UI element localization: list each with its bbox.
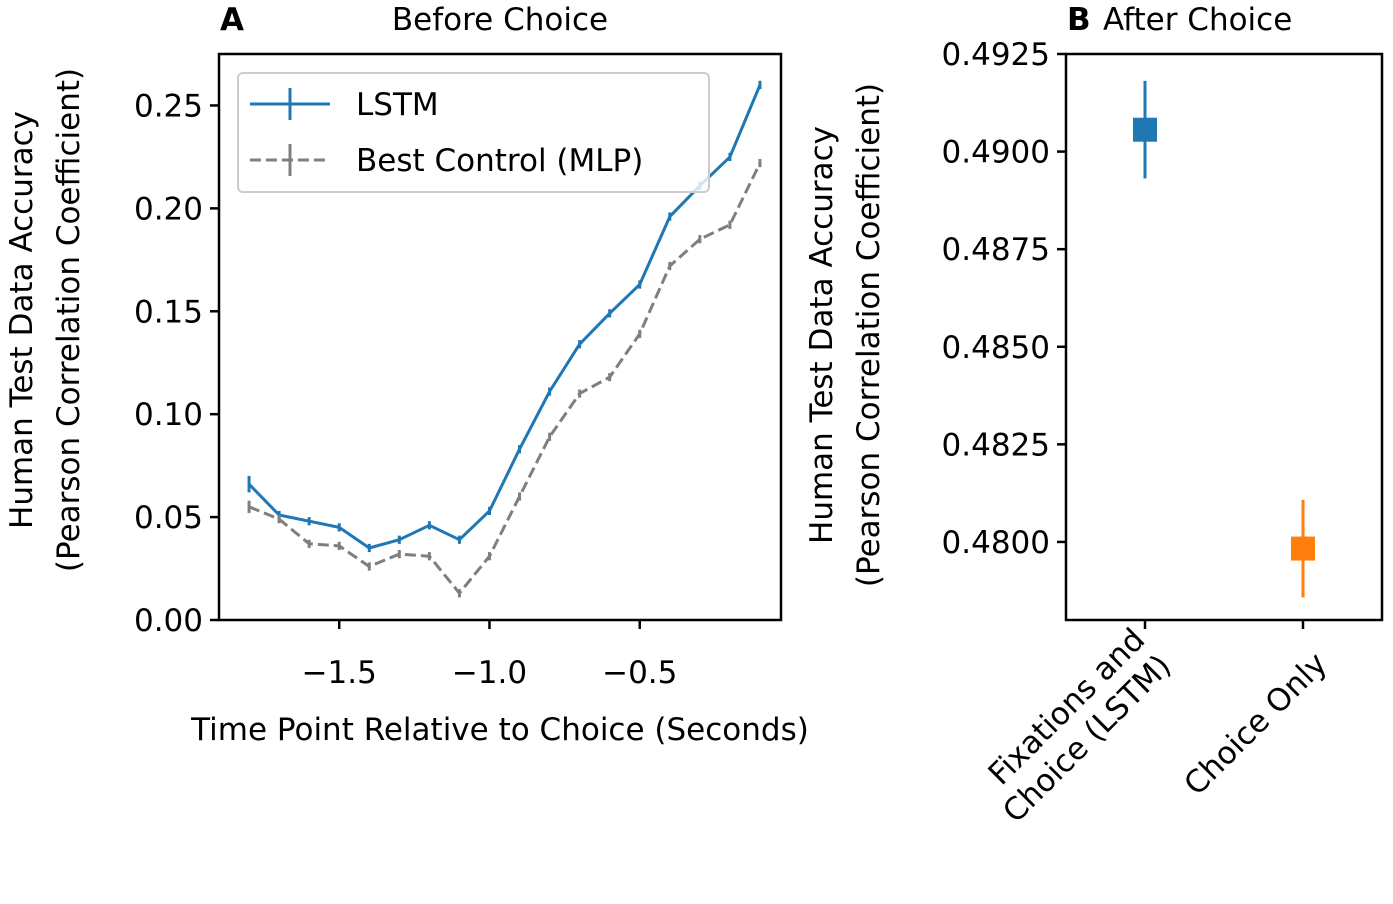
panel-b-label: B bbox=[1067, 2, 1091, 38]
panel-a-y-tick-label: 0.25 bbox=[134, 88, 203, 124]
legend-box bbox=[237, 72, 710, 193]
panel-a-title: Before Choice bbox=[392, 2, 608, 38]
legend-label-mlp: Best Control (MLP) bbox=[356, 143, 643, 179]
panel-a-ticks: 0.00 0.05 0.10 0.15 0.20 0.25 −1.5 −1.0 −0.5 bbox=[134, 88, 677, 691]
panel-a-y-tick-label: 0.15 bbox=[134, 294, 203, 330]
panel-a-y-tick-label: 0.20 bbox=[134, 191, 203, 227]
panel-b-y-tick-label: 0.4850 bbox=[942, 330, 1050, 366]
panel-a-y-tick-label: 0.10 bbox=[134, 397, 203, 433]
panel-b-points bbox=[1133, 80, 1315, 598]
panel-b-y-axis-label-line2: (Pearson Correlation Coefficient) bbox=[851, 83, 887, 587]
panel-a-y-tick-label: 0.00 bbox=[134, 603, 203, 639]
series-line bbox=[248, 84, 762, 550]
panel-a-series bbox=[247, 80, 762, 598]
series-lstm bbox=[247, 80, 762, 553]
panel-b: B After Choice Human Test Data Accuracy … bbox=[804, 2, 1384, 830]
panel-a-x-tick-label: −1.0 bbox=[452, 655, 527, 691]
panel-b-title: After Choice bbox=[1103, 2, 1292, 38]
panel-a-label: A bbox=[220, 2, 244, 38]
panel-b-x-tick-label: Choice Only bbox=[1177, 646, 1334, 803]
panel-a-y-axis-label-line1: Human Test Data Accuracy bbox=[4, 111, 40, 529]
legend: LSTM Best Control (MLP) bbox=[237, 72, 710, 193]
panel-a-frame bbox=[217, 52, 783, 622]
panel-a-y-axis-label-line2: (Pearson Correlation Coefficient) bbox=[51, 68, 87, 572]
legend-entry-lstm: LSTM bbox=[250, 87, 439, 123]
panel-b-y-tick-label: 0.4900 bbox=[942, 135, 1050, 171]
panel-b-x-tick-label: Fixations andChoice (LSTM) bbox=[970, 622, 1178, 830]
point-choice-only bbox=[1291, 499, 1315, 598]
panel-a-y-tick-label: 0.05 bbox=[134, 500, 203, 536]
point-marker bbox=[1133, 117, 1157, 142]
panel-b-y-axis-label-line1: Human Test Data Accuracy bbox=[804, 126, 840, 544]
panel-a-x-tick-label: −1.5 bbox=[302, 655, 377, 691]
panel-a-x-tick-label: −0.5 bbox=[602, 655, 677, 691]
legend-label-lstm: LSTM bbox=[356, 87, 439, 123]
point-fixations-and-choice bbox=[1133, 80, 1157, 179]
panel-b-y-tick-label: 0.4925 bbox=[942, 37, 1050, 73]
series-mlp bbox=[247, 158, 762, 598]
panel-b-ticks: 0.4800 0.4825 0.4850 0.4875 0.4900 0.4925 Fixa… bbox=[942, 37, 1335, 830]
panel-b-y-axis-label: Human Test Data Accuracy (Pearson Correl… bbox=[804, 83, 887, 587]
panel-a-x-axis-label: Time Point Relative to Choice (Seconds) bbox=[190, 712, 809, 748]
panel-b-frame bbox=[1064, 52, 1384, 622]
panel-a-y-axis-label: Human Test Data Accuracy (Pearson Correl… bbox=[4, 68, 87, 572]
panel-b-y-tick-label: 0.4800 bbox=[942, 525, 1050, 561]
point-marker bbox=[1291, 536, 1315, 561]
legend-entry-mlp: Best Control (MLP) bbox=[250, 143, 643, 179]
panel-a: A Before Choice Human Test Data Accuracy… bbox=[4, 2, 809, 748]
panel-b-y-tick-label: 0.4825 bbox=[942, 427, 1050, 463]
series-line bbox=[248, 162, 762, 595]
panel-b-y-tick-label: 0.4875 bbox=[942, 232, 1050, 268]
panel-b-x-tick-label-line1: Choice Only bbox=[1177, 646, 1334, 803]
